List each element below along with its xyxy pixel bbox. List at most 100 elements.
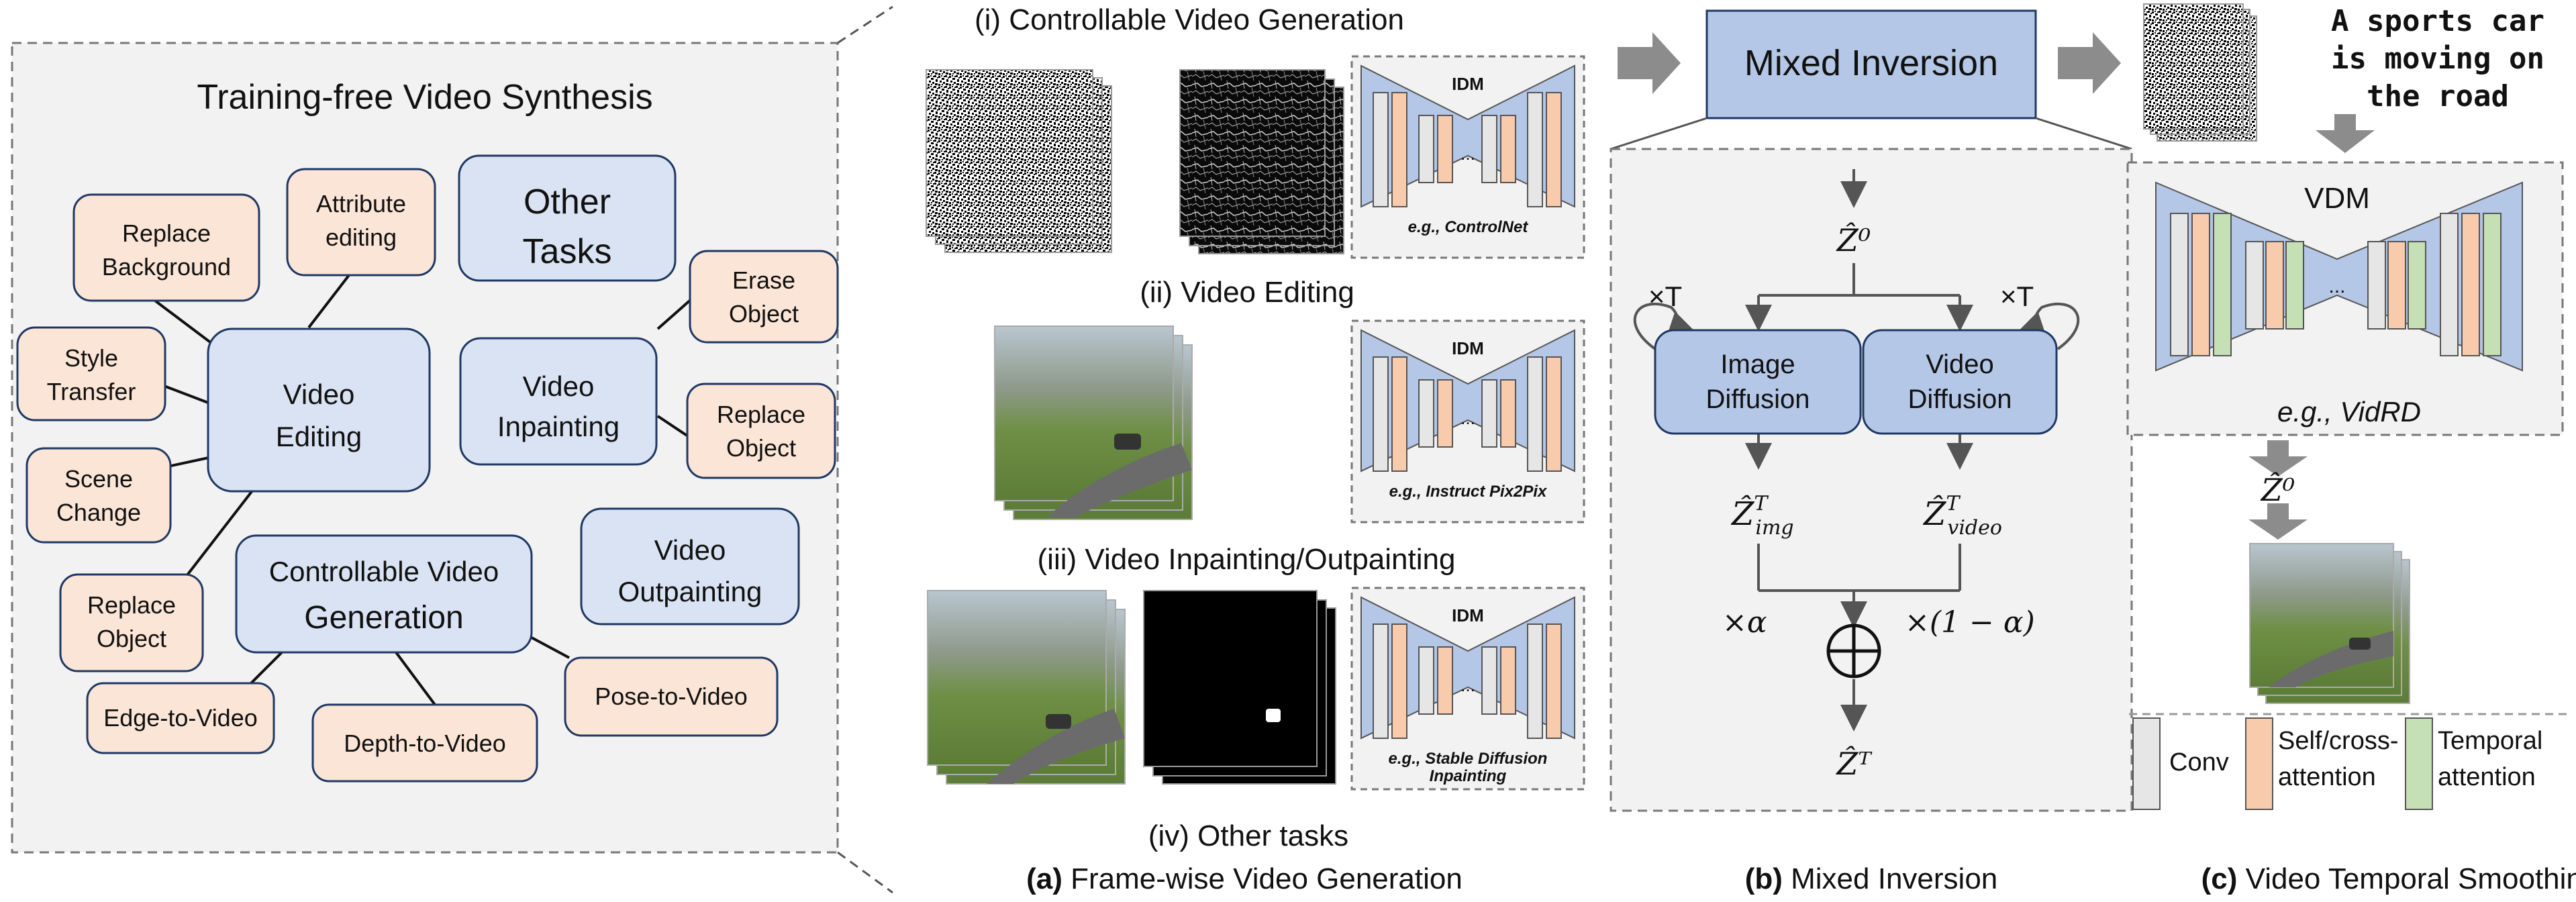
arrow-z0-to-output [2248,503,2308,540]
vdm-block [2483,213,2501,356]
svg-text:Inpainting: Inpainting [497,411,620,442]
leaf-edge-to-video: Edge-to-Video [86,682,275,754]
idm-block [1481,115,1497,183]
idm-example-label: e.g., Instruct Pix2Pix [1389,483,1548,501]
node-video-inpainting: Video Inpainting [459,337,658,466]
times-t-right: ×T [2000,281,2034,312]
idm-block [1391,356,1407,472]
row-title-controllable: (i) Controllable Video Generation [975,3,1404,36]
edge-frames-i [1179,69,1344,254]
vdm-block [2265,241,2284,330]
svg-text:Image: Image [1720,350,1795,379]
row-title-other: (iv) Other tasks [1148,819,1348,852]
svg-text:Generation: Generation [304,600,464,636]
idm-block [1481,379,1497,448]
section-c: A sports car is moving on the road VDM .… [2126,3,2576,895]
idm-boxes: IDM... e.g., ControlNet IDM... e.g., Instru… [1350,55,1585,791]
vdm-block [2213,213,2232,356]
caption-b: (b) Mixed Inversion [1745,862,1998,895]
vdm-block [2387,241,2406,330]
caption-c: (c) Video Temporal Smoothing [2201,862,2576,895]
idm-label: IDM [1452,338,1484,358]
idm-block [1546,92,1562,207]
svg-text:Tasks: Tasks [523,232,612,271]
idm-block [1391,623,1407,739]
z0-hat: Ẑ⁰ [1836,221,1871,258]
idm-block [1391,92,1407,207]
noise-frames-c [2143,3,2257,142]
idm-box-2: IDM... e.g., Instruct Pix2Pix [1350,319,1585,523]
legend: Conv Self/cross- attention Temporal atte… [2132,717,2542,810]
svg-text:Controllable Video: Controllable Video [269,556,499,587]
mask-frames-iii [1143,590,1336,785]
vdm-blocks [2170,213,2501,356]
node-video-outpainting: Video Outpainting [580,507,800,625]
svg-text:Editing: Editing [276,421,362,452]
left-panel-title: Training-free Video Synthesis [197,78,652,117]
svg-text:Depth-to-Video: Depth-to-Video [344,730,506,757]
leaf-erase-object: Erase Object [689,250,839,344]
leaf-scene-change: Scene Change [26,447,172,544]
photo-frames-ii [994,325,1193,520]
idm-block [1418,646,1434,715]
idm-block [1373,623,1389,739]
legend-temporal-label-2: attention [2438,763,2536,791]
idm-block [1527,92,1543,207]
leaf-replace-object-inpainting: Replace Object [686,383,836,479]
leaf-replace-object-editing: Replace Object [59,573,204,672]
noise-frames-i [926,69,1112,253]
svg-text:Replace: Replace [87,591,176,619]
leaf-style-transfer: Style Transfer [16,326,166,421]
arrow-vdm-to-z0 [2248,440,2308,477]
arrow-a-to-b [1618,32,1681,94]
leaf-pose-to-video: Pose-to-Video [564,656,779,737]
mixed-inversion-header [1705,9,2037,119]
prompt-line-3: the road [2367,79,2509,113]
mixed-inversion-header-label: Mixed Inversion [1744,43,1998,83]
photo-frames-iii [927,590,1126,785]
idm-block [1481,646,1497,715]
zoom-lines [837,5,893,894]
vdm-example: e.g., VidRD [2277,396,2421,428]
idm-example-label: Inpainting [1430,767,1507,785]
idm-label: IDM [1452,74,1484,94]
prompt-line-1: A sports car [2331,4,2544,38]
svg-text:Diffusion: Diffusion [1706,385,1810,414]
vdm-label: VDM [2304,182,2370,215]
alpha-left: ×α [1722,605,1767,640]
svg-text:Diffusion: Diffusion [1908,385,2012,414]
svg-text:Object: Object [726,434,796,462]
idm-block [1373,356,1389,472]
legend-attention-label-1: Self/cross- [2278,727,2398,755]
svg-text:Background: Background [102,253,231,281]
idm-block [1546,623,1562,739]
node-video-editing: Video Editing [207,328,431,493]
z0-hat-c: Ẑ⁰ [2260,471,2295,508]
svg-text:Outpainting: Outpainting [618,576,762,607]
vdm-block [2245,241,2264,330]
z-video-latent: ẐT video [1922,492,2002,540]
legend-attention-label-2: attention [2278,763,2376,791]
idm-block [1418,379,1434,448]
node-controllable-video-generation: Controllable Video Generation [235,534,533,654]
idm-dots: ... [1460,408,1475,428]
vdm-block [2367,241,2386,330]
svg-text:Object: Object [729,300,799,328]
svg-text:Other: Other [524,183,611,221]
idm-block [1527,623,1543,739]
alpha-right: ×(1 − α) [1905,605,2035,640]
prompt-line-2: is moving on [2331,42,2544,76]
legend-temporal-label-1: Temporal [2438,727,2542,755]
idm-block [1500,646,1516,715]
image-diffusion-block: Image Diffusion [1654,329,1862,435]
leaf-replace-background: Replace Background [72,193,260,302]
idm-label: IDM [1452,605,1484,625]
svg-text:Pose-to-Video: Pose-to-Video [595,683,747,710]
svg-text:editing: editing [326,223,397,251]
svg-text:Video: Video [283,379,355,410]
output-video-frames [2249,543,2410,704]
svg-text:Object: Object [97,625,166,652]
idm-block [1437,646,1453,715]
caption-a: (a) Frame-wise Video Generation [1026,862,1463,895]
